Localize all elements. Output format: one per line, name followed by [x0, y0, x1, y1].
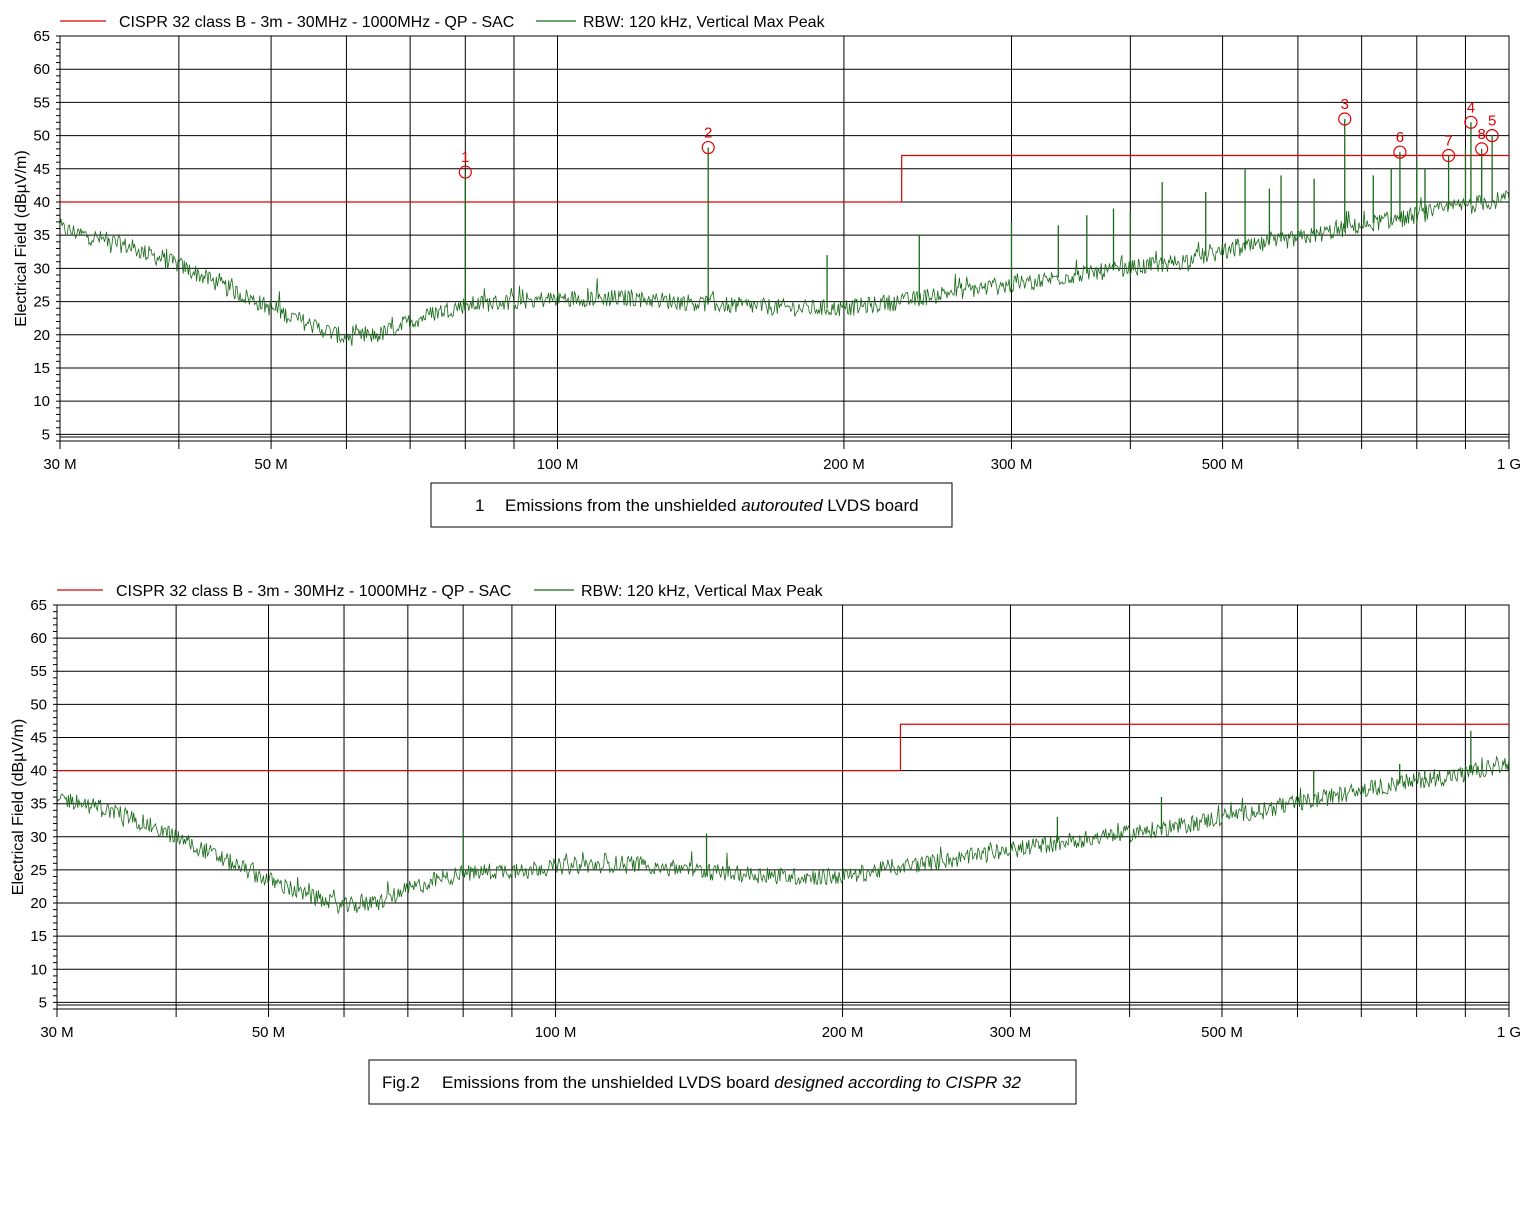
x-tick-label: 50 M — [254, 456, 287, 473]
trace-group — [60, 118, 1509, 347]
marker-label: 6 — [1396, 129, 1404, 146]
y-axis-label: Electrical Field (dBµV/m) — [13, 150, 30, 326]
marker-circle — [1393, 145, 1407, 159]
y-tick-label: 10 — [33, 393, 50, 410]
y-tick-label: 35 — [33, 227, 50, 244]
caption-box — [368, 1059, 1077, 1105]
y-tick-label: 30 — [30, 829, 47, 846]
y-tick-label: 20 — [30, 895, 47, 912]
marker-label: 2 — [704, 125, 712, 142]
y-tick-label: 65 — [33, 28, 50, 45]
y-tick-label: 35 — [30, 796, 47, 813]
plot-area — [59, 35, 1510, 442]
x-tick-label: 30 M — [43, 456, 76, 473]
x-tick-label: 100 M — [537, 456, 579, 473]
marker-label: 7 — [1444, 133, 1452, 150]
y-tick-label: 45 — [30, 729, 47, 746]
limit-line — [60, 154, 1509, 203]
marker-circle — [1485, 128, 1499, 143]
x-tick-label: 30 M — [40, 1024, 73, 1041]
marker-label: 5 — [1488, 113, 1496, 130]
marker-circle — [1464, 115, 1478, 129]
marker-circle — [458, 165, 472, 179]
caption-text-part: Emissions from the unshielded LVDS board — [442, 1073, 774, 1092]
x-tick-label: 300 M — [990, 1024, 1032, 1041]
y-tick-label: 55 — [30, 663, 47, 680]
y-tick-label: 20 — [33, 327, 50, 344]
y-tick-label: 50 — [30, 696, 47, 713]
plot-area — [56, 604, 1510, 1010]
caption-text: Emissions from the unshielded autorouted… — [505, 496, 919, 515]
marker-label: 1 — [461, 149, 469, 166]
marker-circle — [1441, 148, 1456, 163]
legend-label-limit: CISPR 32 class B - 3m - 30MHz - 1000MHz … — [119, 14, 514, 31]
x-tick-label: 500 M — [1202, 456, 1244, 473]
caption-box — [430, 482, 953, 528]
caption-number: Fig.2 — [382, 1073, 420, 1092]
x-tick-label: 1 G — [1497, 1024, 1521, 1041]
y-tick-label: 50 — [33, 128, 50, 145]
y-tick-label: 15 — [33, 360, 50, 377]
limit-line — [57, 723, 1509, 772]
y-tick-label: 10 — [30, 961, 47, 978]
caption-text-part: LVDS board — [823, 496, 919, 515]
marker-circle — [701, 140, 715, 155]
x-tick-label: 1 G — [1497, 456, 1521, 473]
y-axis-label: Electrical Field (dBµV/m) — [10, 719, 27, 895]
y-tick-label: 45 — [33, 161, 50, 178]
y-tick-label: 60 — [30, 630, 47, 647]
marker-circle — [1475, 142, 1489, 156]
y-tick-label: 60 — [33, 61, 50, 78]
y-tick-label: 55 — [33, 94, 50, 111]
caption-text-italic: designed according to CISPR 32 — [774, 1073, 1021, 1092]
legend-label-limit: CISPR 32 class B - 3m - 30MHz - 1000MHz … — [116, 583, 511, 600]
y-tick-label: 25 — [33, 294, 50, 311]
y-tick-label: 40 — [30, 763, 47, 780]
caption-number: 1 — [475, 496, 484, 515]
trace-line — [60, 189, 1509, 347]
x-tick-label: 500 M — [1201, 1024, 1243, 1041]
y-tick-label: 40 — [33, 194, 50, 211]
caption-text-part: Emissions from the unshielded — [505, 496, 741, 515]
caption-text-italic: autorouted — [741, 496, 823, 515]
x-tick-label: 200 M — [822, 1024, 864, 1041]
y-tick-label: 5 — [42, 426, 50, 443]
trace-group — [57, 723, 1509, 915]
x-tick-label: 50 M — [252, 1024, 285, 1041]
marker-label: 3 — [1341, 96, 1349, 113]
legend-label-trace: RBW: 120 kHz, Vertical Max Peak — [583, 14, 826, 31]
y-tick-label: 65 — [30, 597, 47, 614]
marker-label: 4 — [1467, 99, 1475, 116]
y-tick-label: 5 — [39, 994, 47, 1011]
legend-label-trace: RBW: 120 kHz, Vertical Max Peak — [581, 583, 824, 600]
marker-circle — [1338, 112, 1352, 126]
caption-text: Emissions from the unshielded LVDS board… — [442, 1073, 1021, 1092]
x-tick-label: 300 M — [991, 456, 1033, 473]
y-tick-label: 30 — [33, 260, 50, 277]
y-tick-label: 15 — [30, 928, 47, 945]
y-tick-label: 25 — [30, 862, 47, 879]
trace-line — [57, 755, 1509, 915]
x-tick-label: 100 M — [535, 1024, 577, 1041]
marker-label: 8 — [1477, 126, 1485, 143]
x-tick-label: 200 M — [823, 456, 865, 473]
chart-2: 5 10 15 20 25 30 35 40 45 50 55 60 65 30 M 50 M 100 M 20… — [10, 583, 1521, 1105]
